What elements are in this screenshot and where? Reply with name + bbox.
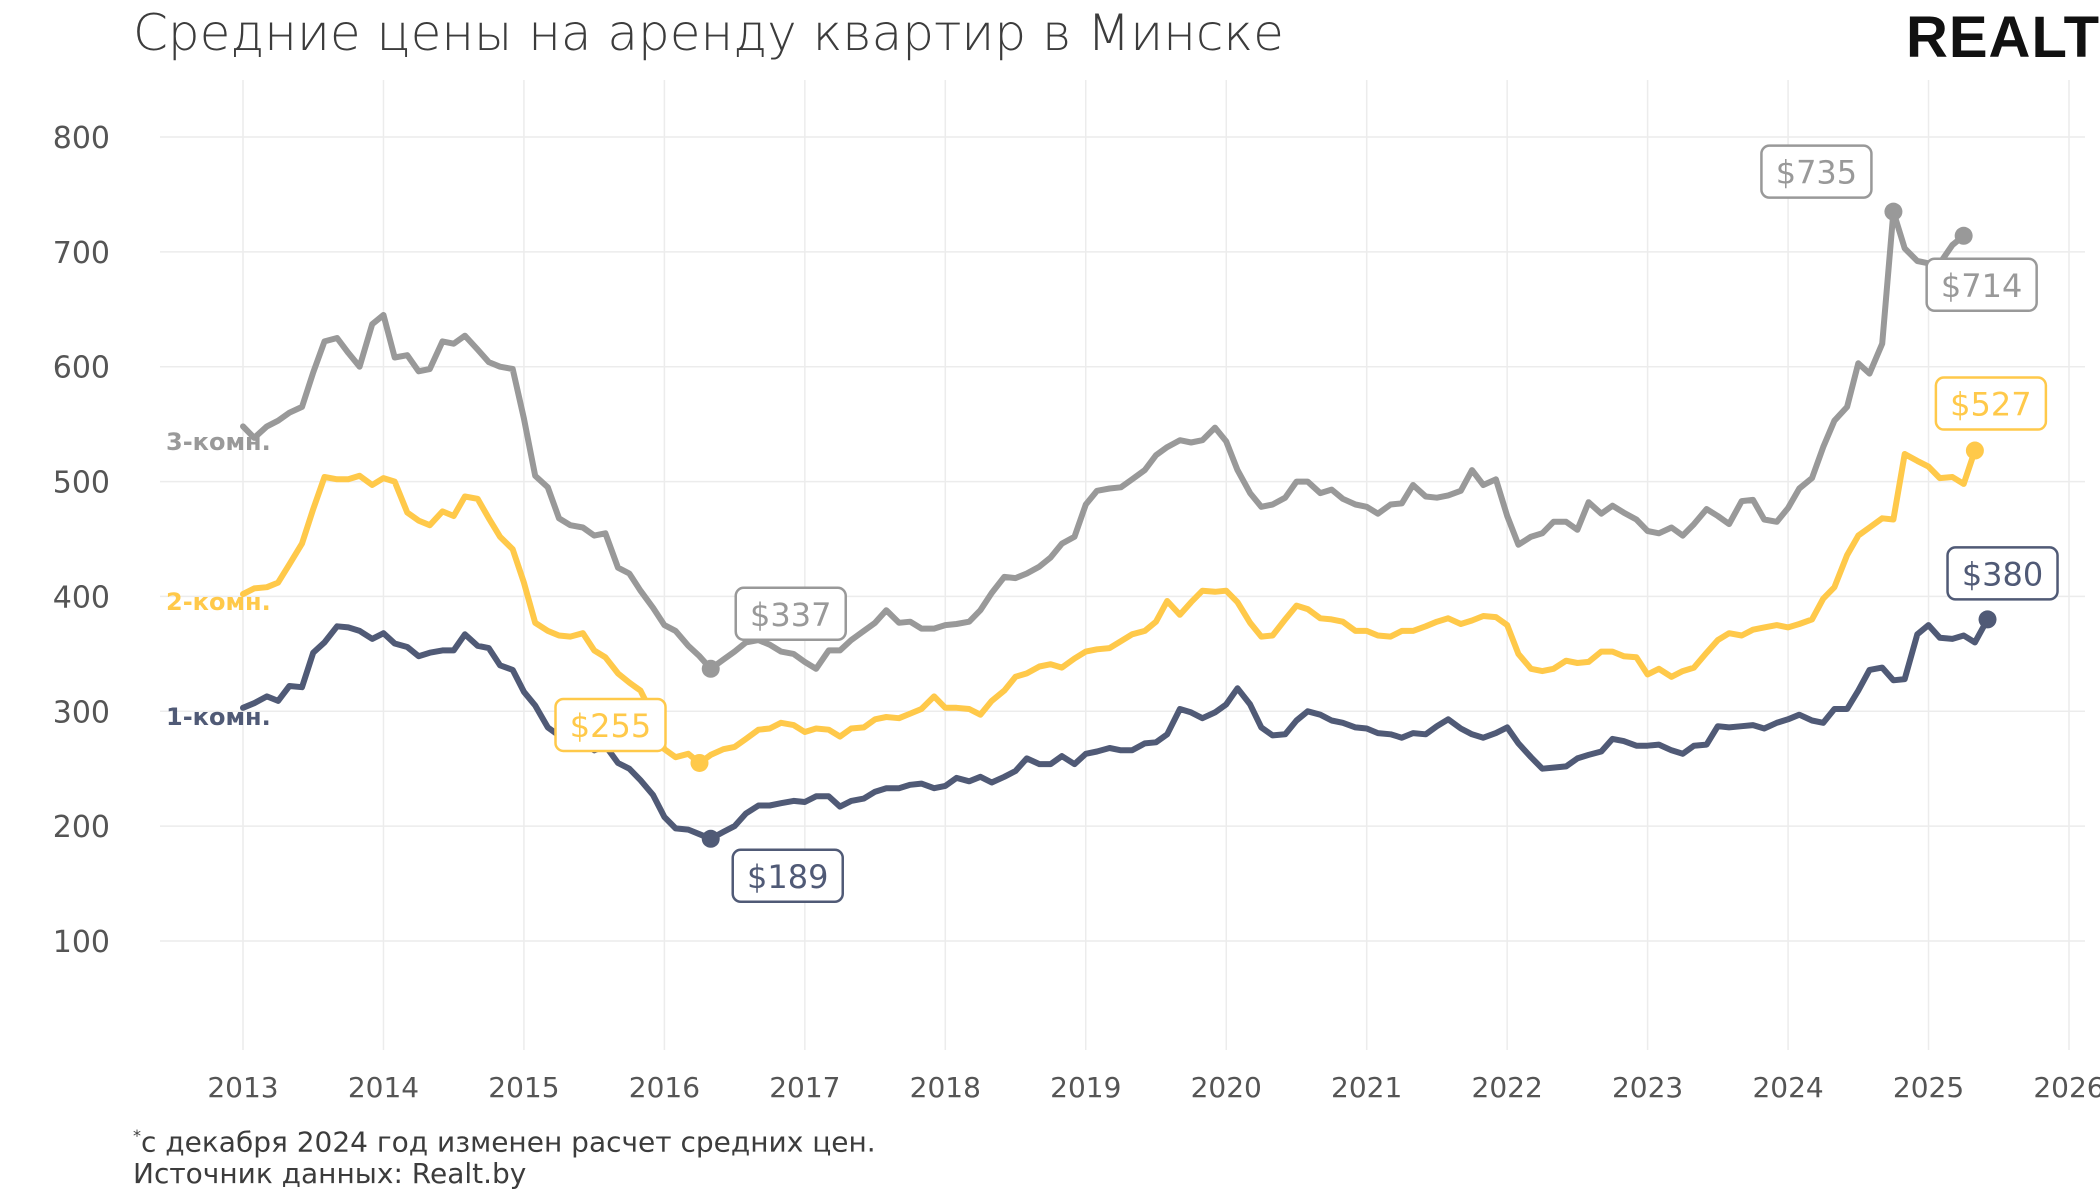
footnote-note-text: с декабря 2024 год изменен расчет средни…: [141, 1125, 876, 1159]
y-tick-label: 300: [53, 695, 110, 730]
x-tick-label: 2018: [910, 1071, 981, 1104]
footnote-source: Источник данных: Realt.by: [133, 1157, 527, 1191]
chart-footnote: *с декабря 2024 год изменен расчет средн…: [133, 1120, 876, 1190]
x-tick-label: 2017: [769, 1071, 840, 1104]
annotation-box: [1946, 546, 2059, 601]
highlight-point: [1884, 202, 1903, 221]
y-tick-label: 100: [53, 925, 110, 960]
annotation-box: [554, 697, 667, 753]
realt-logo: REALT: [1905, 5, 2100, 70]
x-tick-label: 2025: [1893, 1071, 1964, 1104]
series-line: [240, 616, 1991, 842]
highlight-point: [701, 659, 720, 678]
annotation-box: [731, 848, 844, 904]
annotation-label: $337: [750, 596, 831, 634]
chart-labels: 2013 2014 2015 2016 2017 2018 2019 2020 2021 2022…: [53, 121, 2100, 1104]
chart-grid: [160, 80, 2085, 1050]
highlight-point: [1965, 441, 1984, 460]
footnote-mark: *: [133, 1126, 141, 1145]
x-tick-label: 2023: [1612, 1071, 1683, 1104]
annotation-label: $527: [1950, 386, 2031, 424]
annotation-label: $714: [1941, 267, 2022, 305]
x-tick-label: 2026: [2033, 1071, 2100, 1104]
highlight-point: [1978, 610, 1997, 629]
series-line: [240, 208, 1967, 672]
highlight-point: [690, 753, 709, 772]
annotation-label: $189: [747, 858, 828, 896]
annotation-box: [734, 586, 847, 642]
y-tick-label: 600: [53, 351, 110, 386]
series-line: [240, 447, 1978, 766]
series-label: 3-комн.: [166, 428, 271, 456]
x-tick-label: 2021: [1331, 1071, 1402, 1104]
y-tick-label: 800: [53, 121, 110, 156]
annotation-box: [1925, 257, 2038, 313]
annotation-label: $735: [1776, 154, 1857, 192]
highlight-point: [701, 829, 720, 848]
series-label: 2-комн.: [166, 588, 271, 616]
annotation-label: $255: [570, 707, 651, 745]
y-tick-label: 700: [53, 236, 110, 271]
chart-series: [240, 208, 1991, 842]
y-tick-label: 500: [53, 466, 110, 501]
line-chart: 2013 2014 2015 2016 2017 2018 2019 2020 2021 2022…: [53, 80, 2100, 1104]
y-tick-label: 200: [53, 810, 110, 845]
series-label: 1-комн.: [166, 703, 271, 731]
x-tick-label: 2024: [1752, 1071, 1823, 1104]
y-tick-label: 400: [53, 580, 110, 615]
footnote-note: *с декабря 2024 год изменен расчет средн…: [133, 1120, 876, 1158]
x-tick-label: 2019: [1050, 1071, 1121, 1104]
chart-annotations: $337 $735 $714 $255 $527 $189 $380: [554, 144, 2059, 904]
x-tick-label: 2020: [1191, 1071, 1262, 1104]
x-tick-label: 2014: [348, 1071, 419, 1104]
x-tick-label: 2013: [207, 1071, 278, 1104]
chart-title: Средние цены на аренду квартир в Минске: [133, 4, 1284, 62]
highlight-point: [1954, 226, 1973, 245]
annotation-box: [1760, 144, 1873, 199]
x-tick-label: 2022: [1472, 1071, 1543, 1104]
annotation-label: $380: [1962, 555, 2043, 593]
x-tick-label: 2016: [629, 1071, 700, 1104]
x-tick-label: 2015: [488, 1071, 559, 1104]
annotation-box: [1934, 376, 2048, 431]
